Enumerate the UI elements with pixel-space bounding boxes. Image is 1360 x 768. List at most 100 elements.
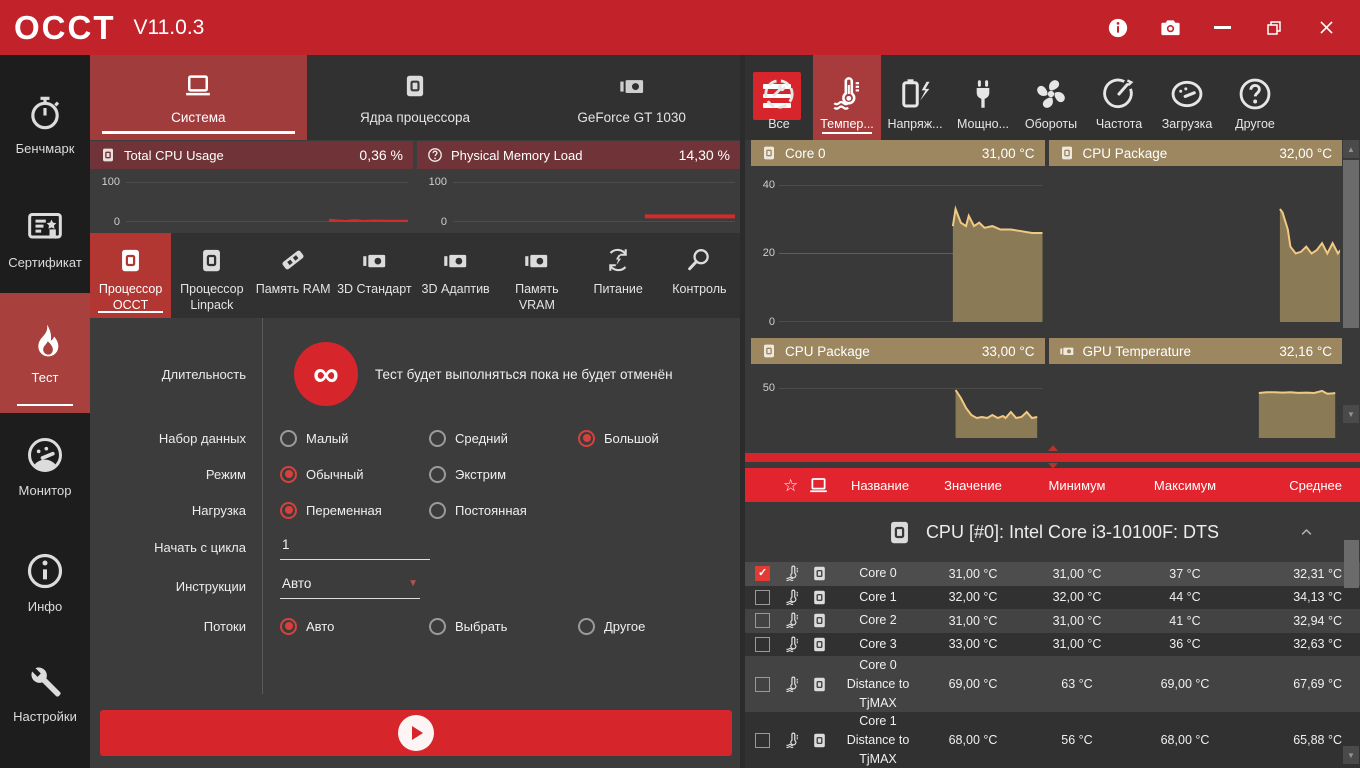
tab-system[interactable]: Система [90,55,307,140]
row-checkbox[interactable] [755,732,770,748]
infinity-icon[interactable]: ∞ [294,342,358,406]
info-icon[interactable] [1100,10,1136,46]
radio-icon [280,429,297,447]
restore-button[interactable] [1256,10,1292,46]
table-scroll-down-icon[interactable]: ▼ [1343,746,1359,764]
radio-threads-other[interactable]: Другое [578,617,646,635]
load-gauge-icon [1169,76,1205,112]
graphs-scrollbar[interactable]: ▲ ▼ [1343,140,1359,440]
radio-dataset-large[interactable]: Большой [578,429,659,447]
tab-cpu-linpack[interactable]: Процессор Linpack [171,233,252,318]
tab-memory-vram[interactable]: Память VRAM [496,233,577,318]
scrollbar-thumb[interactable] [1343,160,1359,328]
laptop-icon[interactable] [808,475,829,496]
category-power[interactable]: Мощно... [949,55,1017,140]
sensor-max: 41 °C [1169,613,1201,628]
cpu-usage-monitor: Total CPU Usage 0,36 % 100 0 [90,141,413,233]
radio-label: Другое [604,618,646,634]
field-label: Потоки [203,618,246,634]
category-temperature[interactable]: Темпер... [813,55,881,140]
tab-control[interactable]: Контроль [659,233,740,318]
start-cycle-input[interactable]: 1 [280,535,430,560]
panel-splitter[interactable] [745,445,1360,469]
graph-body: 50 [751,364,1045,442]
screenshot-icon[interactable] [1152,10,1188,46]
cpu-chip-icon [811,589,828,606]
tab-memory-ram[interactable]: Память RAM [253,233,334,318]
table-row[interactable]: Core 0 31,00 °C 31,00 °C 37 °C 32,31 °C [745,562,1360,586]
monitor-graph: 100 0 [90,169,413,233]
minimize-button[interactable] [1204,10,1240,46]
chevron-up-icon[interactable] [1299,525,1314,540]
radio-load-constant[interactable]: Постоянная [429,501,578,519]
close-button[interactable] [1308,10,1344,46]
radio-threads-select[interactable]: Выбрать [429,617,578,635]
radio-mode-extreme[interactable]: Экстрим [429,465,578,483]
category-all[interactable]: Все [745,55,813,140]
tab-label: Память RAM [255,282,331,296]
tab-3d-adaptive[interactable]: 3D Адаптив [415,233,496,318]
scroll-down-icon[interactable]: ▼ [1343,405,1359,423]
category-rpm[interactable]: Обороты [1017,55,1085,140]
graph-header[interactable]: CPU Package 33,00 °C [751,338,1045,364]
tab-cpu-cores[interactable]: Ядра процессора [307,55,524,140]
sidebar-item-test[interactable]: Тест [0,293,90,413]
tab-gpu[interactable]: GeForce GT 1030 [523,55,740,140]
table-row[interactable]: Core 0 Distance to TjMAX 69,00 °C 63 °C … [745,656,1360,712]
column-header-name[interactable]: Название [850,477,910,493]
tab-power[interactable]: Питание [578,233,659,318]
sidebar-item-info[interactable]: Инфо [0,551,90,614]
scroll-up-icon[interactable]: ▲ [1343,140,1359,158]
row-checkbox[interactable] [755,589,770,605]
sidebar-item-benchmark[interactable]: Бенчмарк [0,93,90,156]
radio-dataset-medium[interactable]: Средний [429,429,578,447]
sidebar-item-certificate[interactable]: Сертификат [0,207,90,270]
battery-bolt-icon [897,76,933,112]
column-header-value[interactable]: Значение [944,477,1002,493]
sensor-group-header[interactable]: CPU [#0]: Intel Core i3-10100F: DTS [745,502,1360,562]
radio-load-variable[interactable]: Переменная [280,501,429,519]
graph-header[interactable]: GPU Temperature 32,16 °C [1048,338,1342,364]
field-label: Длительность [161,366,246,382]
category-load[interactable]: Загрузка [1153,55,1221,140]
tab-3d-standard[interactable]: 3D Стандарт [334,233,415,318]
category-other[interactable]: Другое [1221,55,1289,140]
start-test-button[interactable] [100,710,732,756]
table-row[interactable]: Core 1 32,00 °C 32,00 °C 44 °C 34,13 °C [745,585,1360,609]
test-config-panel: Система Ядра процессора GeForce GT 1030 [90,55,740,768]
table-scrollbar-thumb[interactable] [1344,540,1359,588]
category-frequency[interactable]: Частота [1085,55,1153,140]
category-voltage[interactable]: Напряж... [881,55,949,140]
radio-label: Экстрим [455,466,507,482]
column-header-min[interactable]: Минимум [1048,477,1106,493]
sensor-min: 32,00 °C [1052,590,1102,605]
instructions-select[interactable]: Авто ▼ [280,574,420,599]
row-checkbox[interactable] [755,613,770,629]
radio-mode-normal[interactable]: Обычный [280,465,429,483]
star-icon[interactable]: ☆ [783,475,799,495]
graph-value: 32,00 °C [1279,145,1332,161]
column-header-avg[interactable]: Среднее [1289,477,1342,493]
row-checkbox[interactable] [755,676,770,692]
row-checkbox[interactable] [755,566,770,582]
sensor-table-header: ☆ Название Значение Минимум Максимум Сре… [745,468,1360,502]
graph-header[interactable]: CPU Package 32,00 °C [1048,140,1342,166]
column-header-max[interactable]: Максимум [1153,477,1217,493]
tab-label: Память VRAM [515,282,559,313]
sidebar-item-settings[interactable]: Настройки [0,661,90,724]
sidebar-item-monitor[interactable]: Монитор [0,435,90,498]
radio-threads-auto[interactable]: Авто [280,617,429,635]
tab-cpu-occt[interactable]: Процессор OCCT [90,233,172,318]
splitter-bar [745,452,1360,462]
table-row[interactable]: Core 1 Distance to TjMAX 68,00 °C 56 °C … [745,712,1360,768]
category-label: Все [768,117,790,131]
table-row[interactable]: Core 3 33,00 °C 31,00 °C 36 °C 32,63 °C [745,632,1360,656]
radio-dataset-small[interactable]: Малый [280,429,429,447]
field-label: Набор данных [158,430,246,446]
row-checkbox[interactable] [755,636,770,652]
table-row[interactable]: Core 2 31,00 °C 31,00 °C 41 °C 32,94 °C [745,609,1360,633]
thermometer-icon [784,565,801,582]
hamburger-menu-button[interactable] [753,72,801,120]
radio-label: Малый [306,430,349,446]
graph-header[interactable]: Core 0 31,00 °C [751,140,1045,166]
